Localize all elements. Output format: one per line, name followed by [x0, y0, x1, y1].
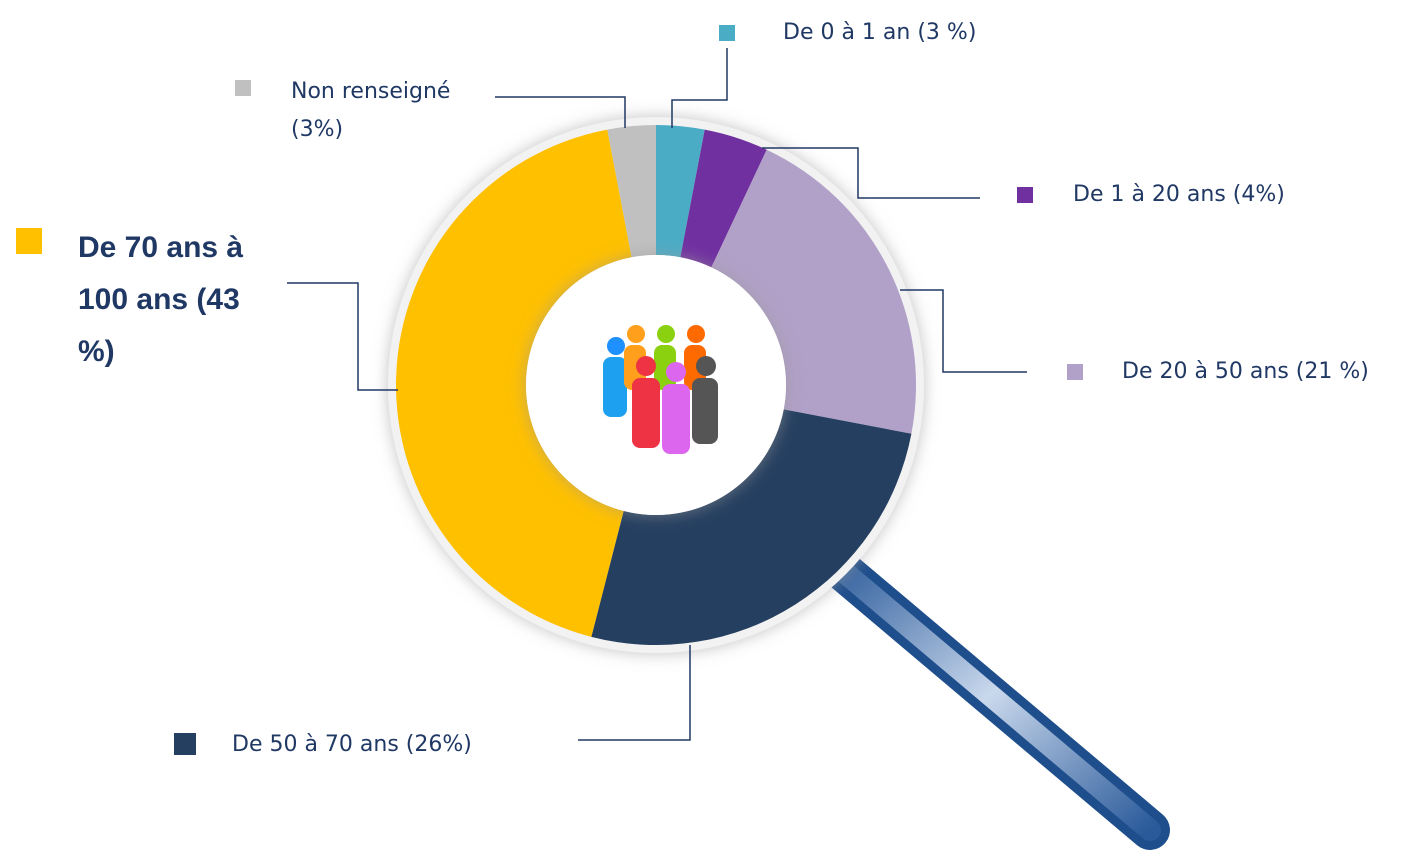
- legend-swatch: [174, 733, 196, 755]
- legend-swatch: [16, 228, 42, 254]
- legend-label: De 0 à 1 an (3 %): [783, 18, 1083, 48]
- legend-label: De 20 à 50 ans (21 %): [1122, 357, 1403, 387]
- legend-label: Non renseigné (3%): [291, 73, 491, 149]
- legend-label: De 70 ans à 100 ans (43 %): [78, 222, 253, 378]
- legend-swatch: [235, 80, 251, 96]
- legend-label: De 1 à 20 ans (4%): [1073, 180, 1373, 210]
- legend-swatch: [1017, 187, 1033, 203]
- legend-label: De 50 à 70 ans (26%): [232, 730, 572, 760]
- legend-swatch: [719, 25, 735, 41]
- page: De 0 à 1 an (3 %) De 1 à 20 ans (4%) De 20…: [0, 0, 1403, 855]
- magnifier-handle: [830, 560, 1150, 830]
- chart: [0, 0, 1403, 855]
- legend-swatch: [1067, 364, 1083, 380]
